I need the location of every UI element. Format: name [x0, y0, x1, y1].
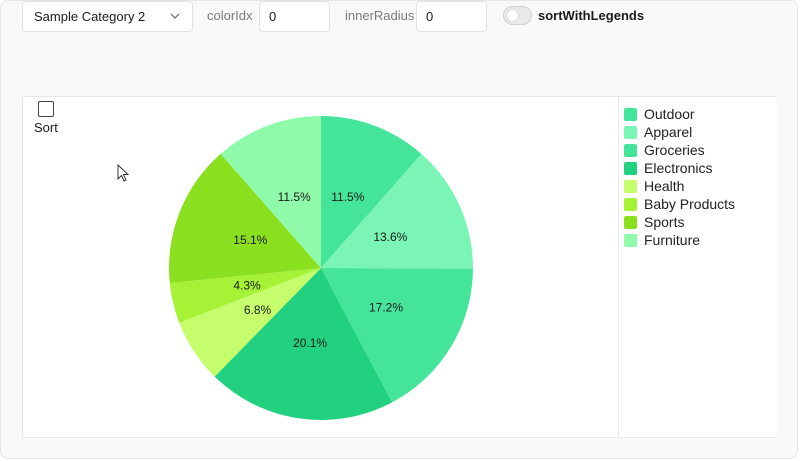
legend-swatch — [624, 107, 637, 121]
legend-swatch — [624, 143, 637, 157]
chevron-down-icon — [170, 13, 180, 19]
legend-swatch — [624, 215, 637, 229]
legend-swatch — [624, 197, 637, 211]
pie-slice-outdoor[interactable] — [321, 116, 422, 268]
sort-with-legends-label: sortWithLegends — [538, 8, 645, 23]
legend-label: Furniture — [644, 232, 701, 248]
slice-label-outdoor: 11.5% — [331, 190, 364, 204]
slice-label-sports: 15.1% — [233, 233, 267, 247]
legend-label: Apparel — [644, 124, 693, 140]
pie-slice-electronics[interactable] — [214, 268, 393, 420]
pie-slice-sports[interactable] — [169, 153, 321, 284]
slice-label-groceries: 17.2% — [369, 300, 403, 314]
legend-item-health[interactable]: Health — [624, 177, 735, 195]
plot-divider — [618, 96, 619, 438]
legend-item-outdoor[interactable]: Outdoor — [624, 105, 735, 123]
category-select-value: Sample Category 2 — [34, 9, 146, 24]
legend-label: Sports — [644, 214, 685, 230]
color-idx-input[interactable]: 0 — [259, 1, 330, 32]
slice-label-electronics: 20.1% — [293, 336, 327, 350]
pie-slice-apparel[interactable] — [321, 153, 473, 269]
pie-slice-groceries[interactable] — [321, 268, 473, 403]
inner-radius-label: innerRadius — [345, 8, 415, 23]
legend-item-apparel[interactable]: Apparel — [624, 123, 735, 141]
slice-label-health: 6.8% — [244, 303, 272, 317]
legend-swatch — [624, 125, 637, 139]
legend-label: Outdoor — [644, 106, 695, 122]
color-idx-label: colorIdx — [207, 8, 253, 23]
pie-slice-health[interactable] — [179, 268, 321, 377]
legend-item-sports[interactable]: Sports — [624, 213, 735, 231]
inner-radius-value: 0 — [426, 9, 434, 24]
pie-slice-baby-products[interactable] — [169, 268, 321, 323]
color-idx-value: 0 — [269, 9, 277, 24]
sort-with-legends-toggle[interactable] — [503, 6, 532, 25]
cursor-icon — [117, 164, 130, 182]
legend-swatch — [624, 233, 637, 247]
legend: Outdoor Apparel Groceries Electronics Health… — [624, 105, 735, 249]
inner-radius-input[interactable]: 0 — [416, 1, 487, 32]
legend-item-furniture[interactable]: Furniture — [624, 231, 735, 249]
toggle-knob — [507, 10, 518, 21]
slice-label-apparel: 13.6% — [373, 230, 407, 244]
legend-label: Groceries — [644, 142, 705, 158]
legend-item-electronics[interactable]: Electronics — [624, 159, 735, 177]
legend-label: Baby Products — [644, 196, 736, 212]
legend-swatch — [624, 161, 637, 175]
sort-checkbox[interactable] — [38, 101, 54, 117]
legend-label: Health — [644, 178, 685, 194]
legend-item-baby-products[interactable]: Baby Products — [624, 195, 735, 213]
sort-label: Sort — [34, 120, 58, 135]
slice-label-furniture: 11.5% — [278, 190, 311, 204]
category-select[interactable]: Sample Category 2 — [22, 1, 193, 32]
slice-label-baby-products: 4.3% — [233, 279, 261, 293]
legend-item-groceries[interactable]: Groceries — [624, 141, 735, 159]
pie-slice-furniture[interactable] — [220, 116, 321, 268]
legend-swatch — [624, 179, 637, 193]
legend-label: Electronics — [644, 160, 713, 176]
